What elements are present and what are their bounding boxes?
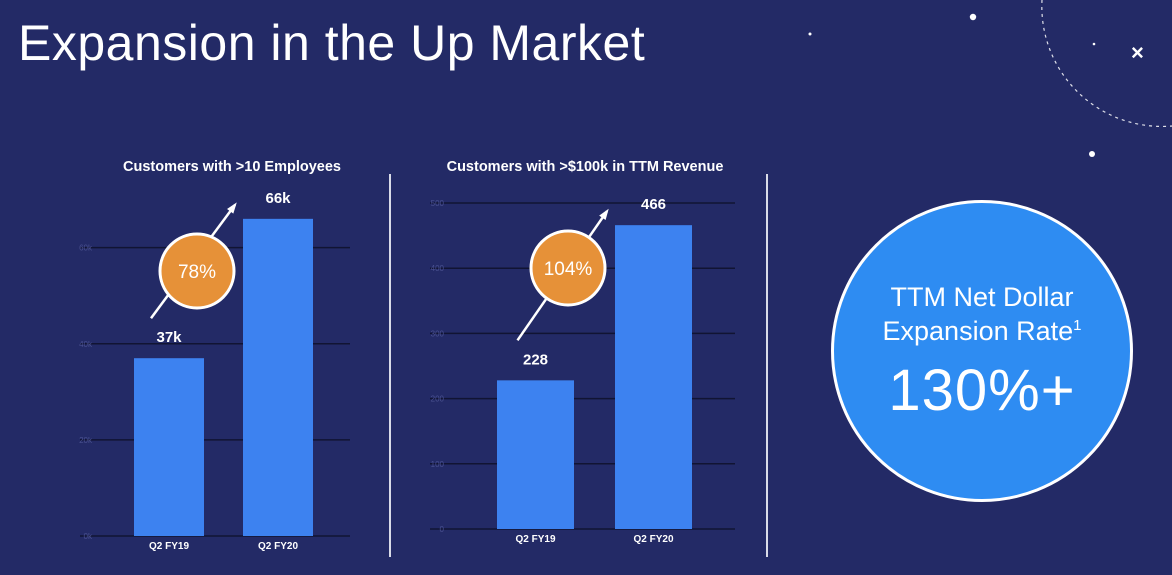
- growth-badge: [158, 232, 236, 310]
- chart-1-title: Customers with >10 Employees: [123, 159, 341, 175]
- y-tick-label: 400: [431, 264, 445, 273]
- data-label: 37k: [156, 329, 182, 346]
- slide-title: Expansion in the Up Market: [18, 15, 646, 71]
- chart-divider: [389, 174, 391, 557]
- y-tick-label: 200: [431, 395, 445, 404]
- x-tick-label: Q2 FY19: [149, 541, 189, 552]
- data-label: 228: [523, 351, 548, 368]
- y-tick-label: 40k: [79, 340, 93, 349]
- bar: [134, 358, 204, 536]
- y-tick-label: 100: [431, 460, 445, 469]
- star-dot: [969, 13, 977, 21]
- arrow-head-icon: [227, 202, 237, 214]
- kpi-label-line1: TTM Net Dollar: [890, 282, 1074, 312]
- chart-divider: [766, 174, 768, 557]
- bar: [243, 218, 313, 537]
- y-tick-label: 60k: [79, 244, 93, 253]
- dashed-arc-decoration: [1041, 0, 1172, 128]
- growth-label: 104%: [544, 259, 593, 280]
- data-label: 66k: [265, 190, 291, 207]
- y-tick-label: 20k: [79, 436, 93, 445]
- data-label: 466: [641, 196, 666, 213]
- growth-label: 78%: [178, 262, 216, 283]
- growth-badge: [529, 229, 607, 307]
- kpi-label: TTM Net Dollar Expansion Rate1: [834, 281, 1130, 349]
- arrow-head-icon: [599, 208, 609, 221]
- y-tick-label: 0k: [84, 532, 93, 541]
- kpi-label-line2: Expansion Rate: [882, 315, 1074, 346]
- close-icon: ×: [1131, 40, 1144, 65]
- x-tick-label: Q2 FY20: [633, 534, 673, 545]
- kpi-footnote-marker: 1: [1073, 316, 1082, 334]
- y-tick-label: 0: [440, 525, 445, 534]
- bar: [615, 225, 692, 529]
- star-dot: [1089, 151, 1095, 157]
- chart-2-title: Customers with >$100k in TTM Revenue: [446, 159, 724, 175]
- kpi-circle: TTM Net Dollar Expansion Rate1 130%+: [831, 200, 1133, 502]
- star-dot: [808, 32, 812, 36]
- y-tick-label: 500: [431, 199, 445, 208]
- y-tick-label: 300: [431, 329, 445, 338]
- x-tick-label: Q2 FY19: [515, 534, 555, 545]
- star-dot: [1092, 42, 1096, 46]
- x-tick-label: Q2 FY20: [258, 541, 298, 552]
- kpi-value: 130%+: [888, 358, 1076, 423]
- bar: [497, 380, 574, 529]
